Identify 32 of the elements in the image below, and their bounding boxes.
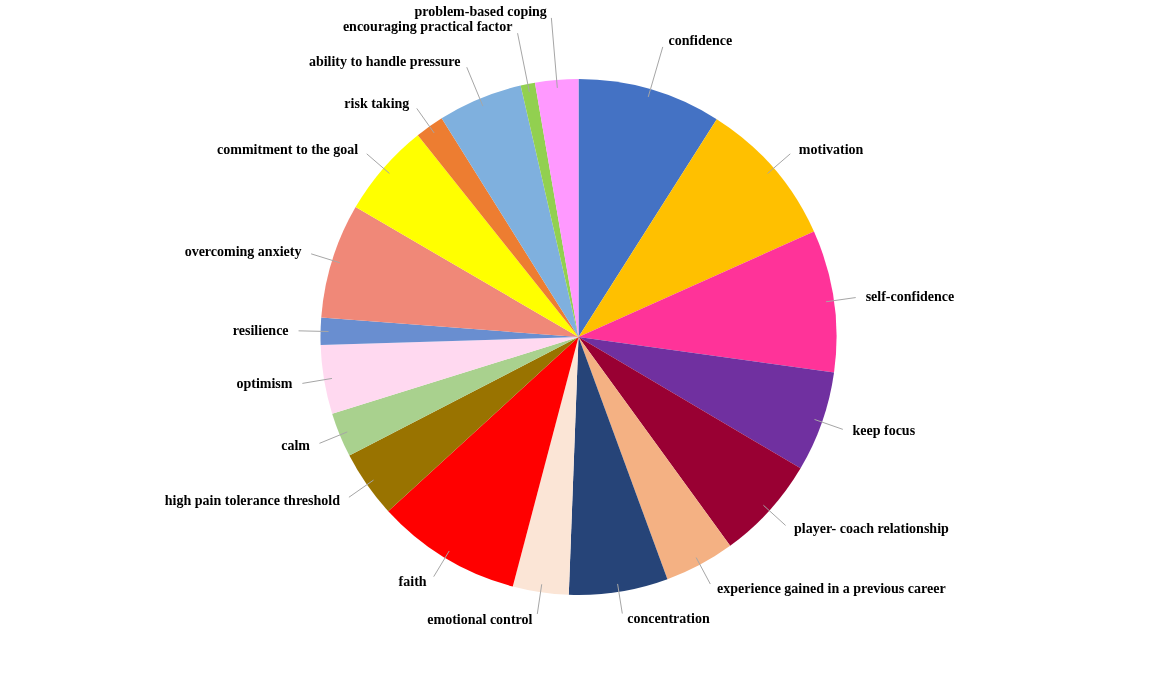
slice-label: concentration [627,611,710,627]
slice-label: ability to handle pressure [308,53,461,69]
pie-slice [417,118,579,337]
slice-label: keep focus [852,423,916,439]
pie-slice [321,207,579,337]
pie-slice [349,337,579,512]
slice-label: faith [398,573,427,589]
pie-slice [578,337,835,469]
slice-label: overcoming anxiety [184,244,302,260]
pie-slice [332,337,579,456]
slice-label: self-confidence [865,288,955,304]
pie-slice [320,337,579,414]
slice-label: calm [281,437,311,453]
slice-label: emotional control [427,611,533,627]
pie-slice [578,337,731,580]
slice-label: risk taking [344,95,410,111]
slice-label: player- coach relationship [794,521,950,537]
pie-slice [388,337,579,587]
pie-slice [578,231,837,373]
pie-slice [568,337,668,595]
slice-label: motivation [798,141,864,157]
slice-label: confidence [668,33,733,49]
pie-slice [578,79,717,337]
pie-slice [534,79,579,337]
slice-label: optimism [236,376,293,392]
slice-label: problem-based coping [414,3,547,19]
slice-label: experience gained in a previous career [717,581,946,597]
slice-label: high pain tolerance threshold [164,492,341,508]
slice-label: encouraging practical factor [342,19,513,35]
pie-slice [441,85,579,337]
slice-label: commitment to the goal [217,141,359,157]
slice-label: resilience [232,322,289,338]
